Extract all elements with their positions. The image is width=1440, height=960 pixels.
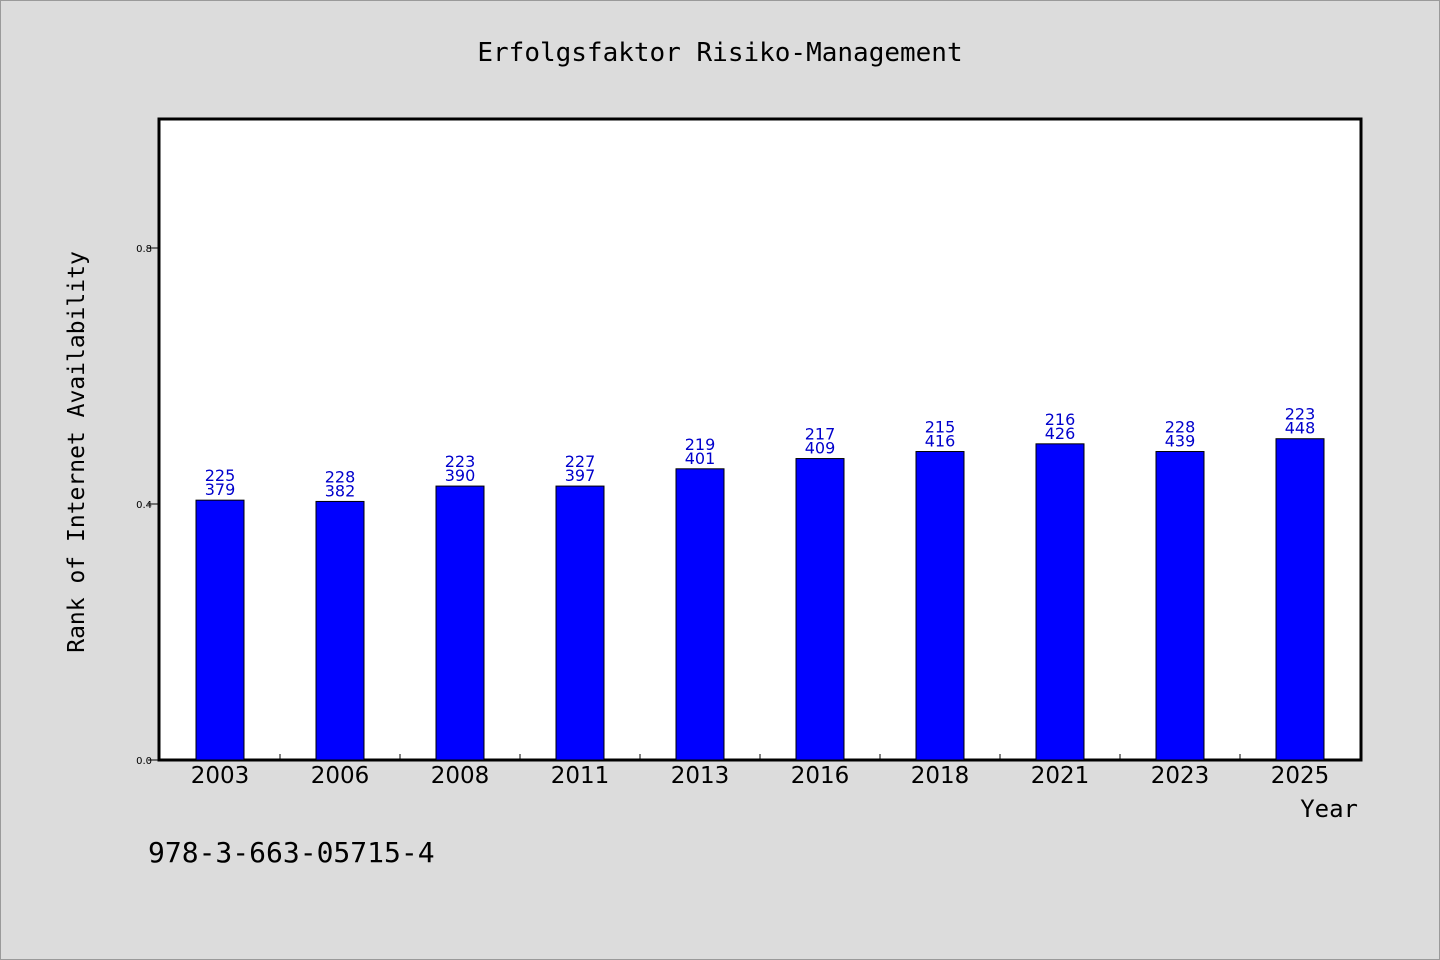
bar-label-top-2021: 216 [1045, 410, 1076, 429]
bar-label-bottom-2025: 448 [1285, 419, 1316, 438]
bar-label-top-2025: 223 [1285, 405, 1316, 424]
bar-2021 [1035, 443, 1085, 761]
x-tick-label-2016: 2016 [791, 763, 850, 789]
bar-label-bottom-2013: 401 [685, 449, 716, 468]
bar-label-bottom-2006: 382 [325, 481, 356, 500]
bar-label-bottom-2003: 379 [205, 480, 236, 499]
bar-label-bottom-2016: 409 [805, 439, 836, 458]
bar-label-top-2011: 227 [565, 452, 596, 471]
x-tick-label-2013: 2013 [671, 763, 730, 789]
bar-label-top-2013: 219 [685, 435, 716, 454]
x-axis-ticks: 2003 2006 2008 2011 2013 2016 2018 2021 2023 2025 [191, 754, 1330, 789]
bar-label-bottom-2008: 390 [445, 466, 476, 485]
bar-2006 [315, 500, 365, 761]
bar-2011 [555, 485, 605, 761]
y-axis-label: Rank of Internet Availability [64, 251, 90, 653]
x-tick-label-2018: 2018 [911, 763, 970, 789]
y-tick-label-0.0: 0.0 [136, 756, 152, 767]
chart-title: Erfolgsfaktor Risiko-Management [477, 38, 962, 68]
x-tick-label-2025: 2025 [1271, 763, 1330, 789]
bar-label-top-2008: 223 [445, 452, 476, 471]
x-tick-label-2023: 2023 [1151, 763, 1210, 789]
y-tick-label-0.8: 0.8 [136, 244, 152, 255]
x-tick-label-2011: 2011 [551, 763, 610, 789]
bar-label-top-2018: 215 [925, 418, 956, 437]
bar-label-bottom-2023: 439 [1165, 432, 1196, 451]
bar-label-top-2016: 217 [805, 425, 836, 444]
bar-2008 [435, 485, 485, 761]
x-tick-label-2006: 2006 [311, 763, 370, 789]
bar-2025 [1275, 438, 1325, 761]
bar-2016 [795, 458, 845, 761]
x-tick-label-2021: 2021 [1031, 763, 1090, 789]
bar-label-bottom-2018: 416 [925, 432, 956, 451]
y-tick-label-0.4: 0.4 [136, 500, 152, 511]
bars-layer: 2253792283822233902273972194012174092154… [195, 405, 1325, 761]
bar-label-bottom-2021: 426 [1045, 424, 1076, 443]
bar-2003 [195, 499, 245, 761]
x-tick-label-2003: 2003 [191, 763, 250, 789]
bar-label-top-2023: 228 [1165, 418, 1196, 437]
bar-2023 [1155, 451, 1205, 761]
footnote-isbn: 978-3-663-05715-4 [148, 836, 435, 869]
y-axis-ticks: 0.0 0.4 0.8 [136, 244, 160, 767]
bar-2013 [675, 468, 725, 761]
bar-label-bottom-2011: 397 [565, 466, 596, 485]
x-axis-label: Year [1300, 795, 1358, 823]
bar-label-top-2006: 228 [325, 467, 356, 486]
bar-2018 [915, 451, 965, 761]
x-tick-label-2008: 2008 [431, 763, 490, 789]
bar-label-top-2003: 225 [205, 466, 236, 485]
